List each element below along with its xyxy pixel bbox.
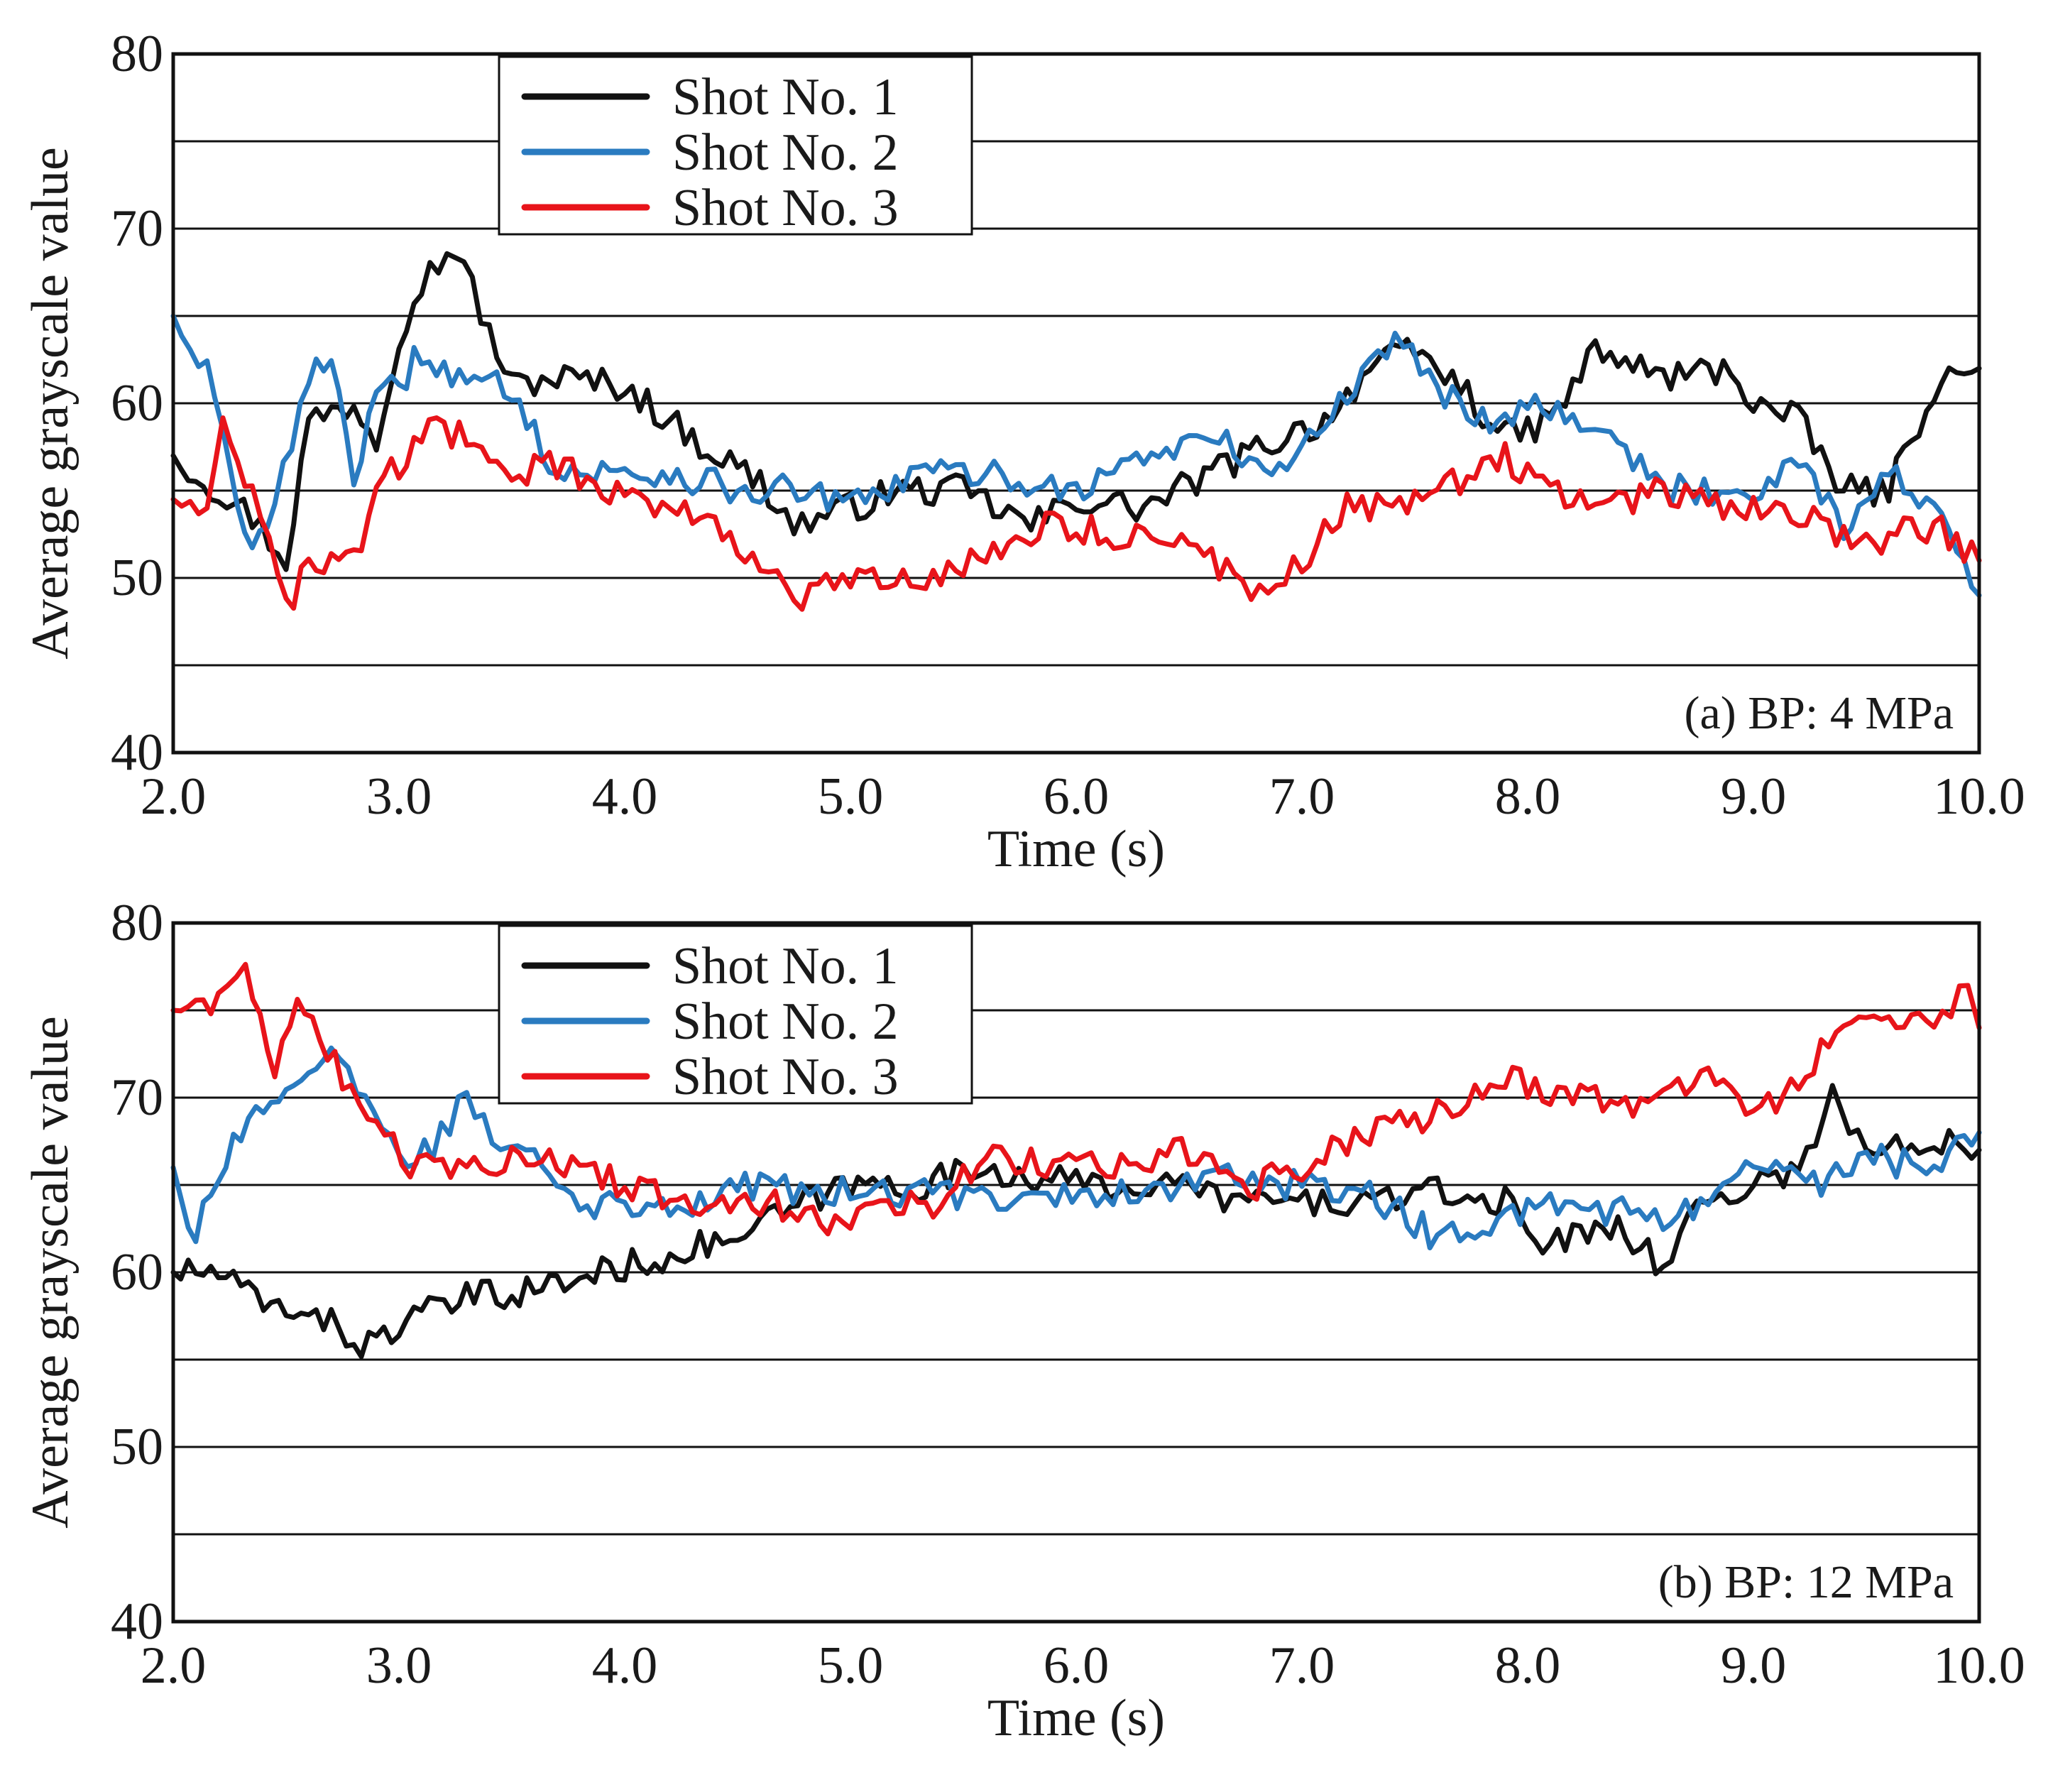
- series-group: [170, 961, 1982, 1360]
- legend-label-shot-2: Shot No. 2: [672, 993, 899, 1051]
- y-tick-label: 80: [111, 894, 163, 952]
- y-tick-label: 60: [111, 1243, 163, 1301]
- legend-label-shot-2: Shot No. 2: [672, 124, 899, 182]
- x-tick-label: 10.0: [1933, 1637, 2025, 1695]
- legend-label-shot-3: Shot No. 3: [672, 179, 899, 237]
- x-tick-label: 10.0: [1933, 767, 2025, 826]
- y-tick-label: 40: [111, 723, 163, 782]
- x-tick-label: 9.0: [1721, 1637, 1787, 1695]
- x-tick-label: 2.0: [141, 767, 207, 826]
- series-line-shot-2: [170, 313, 1982, 599]
- x-axis-label: Time (s): [987, 1689, 1165, 1747]
- plot-frame: [171, 52, 1981, 755]
- x-tick-label: 7.0: [1269, 1637, 1335, 1695]
- x-tick-label: 8.0: [1495, 1637, 1561, 1695]
- x-tick-label: 6.0: [1044, 767, 1110, 826]
- y-axis-label: Average grayscale value: [21, 147, 80, 660]
- y-tick-labels: 40 50 60 70 80: [111, 894, 163, 1651]
- grid-lines: [173, 140, 1979, 667]
- y-tick-label: 80: [111, 25, 163, 83]
- legend-label-shot-1: Shot No. 1: [672, 937, 899, 995]
- x-tick-label: 8.0: [1495, 767, 1561, 826]
- y-axis-label: Average grayscale value: [21, 1016, 80, 1529]
- legend-label-shot-3: Shot No. 3: [672, 1048, 899, 1106]
- legend: Shot No. 1 Shot No. 2 Shot No. 3: [498, 55, 973, 237]
- y-tick-label: 70: [111, 200, 163, 258]
- x-tick-label: 3.0: [366, 1637, 432, 1695]
- x-tick-label: 4.0: [592, 1637, 658, 1695]
- plot-frame: [171, 921, 1981, 1624]
- series-line-shot-1: [170, 251, 1982, 572]
- x-tick-label: 4.0: [592, 767, 658, 826]
- series-line-shot-3: [170, 961, 1982, 1237]
- x-tick-label: 5.0: [818, 767, 884, 826]
- x-tick-label: 7.0: [1269, 767, 1335, 826]
- x-tick-labels: 2.0 3.0 4.0 5.0 6.0 7.0 8.0 9.0 10.0: [141, 1637, 2025, 1695]
- x-axis-label: Time (s): [987, 820, 1165, 878]
- grid-lines: [173, 1009, 1979, 1536]
- x-tick-label: 3.0: [366, 767, 432, 826]
- y-tick-label: 50: [111, 1418, 163, 1476]
- x-tick-label: 5.0: [818, 1637, 884, 1695]
- x-tick-labels: 2.0 3.0 4.0 5.0 6.0 7.0 8.0 9.0 10.0: [141, 767, 2025, 826]
- y-tick-labels: 40 50 60 70 80: [111, 25, 163, 782]
- y-tick-label: 60: [111, 374, 163, 432]
- y-tick-label: 70: [111, 1069, 163, 1127]
- series-line-shot-2: [170, 1045, 1982, 1251]
- panel-annotation: (b) BP: 12 MPa: [1658, 1556, 1954, 1608]
- series-group: [170, 251, 1982, 612]
- y-tick-label: 40: [111, 1592, 163, 1651]
- x-tick-label: 2.0: [141, 1637, 207, 1695]
- legend: Shot No. 1 Shot No. 2 Shot No. 3: [498, 924, 973, 1106]
- panel-annotation: (a) BP: 4 MPa: [1685, 687, 1954, 739]
- series-line-shot-1: [170, 1083, 1982, 1360]
- x-tick-label: 6.0: [1044, 1637, 1110, 1695]
- series-line-shot-3: [170, 415, 1982, 612]
- legend-label-shot-1: Shot No. 1: [672, 68, 899, 126]
- x-tick-label: 9.0: [1721, 767, 1787, 826]
- y-tick-label: 50: [111, 549, 163, 607]
